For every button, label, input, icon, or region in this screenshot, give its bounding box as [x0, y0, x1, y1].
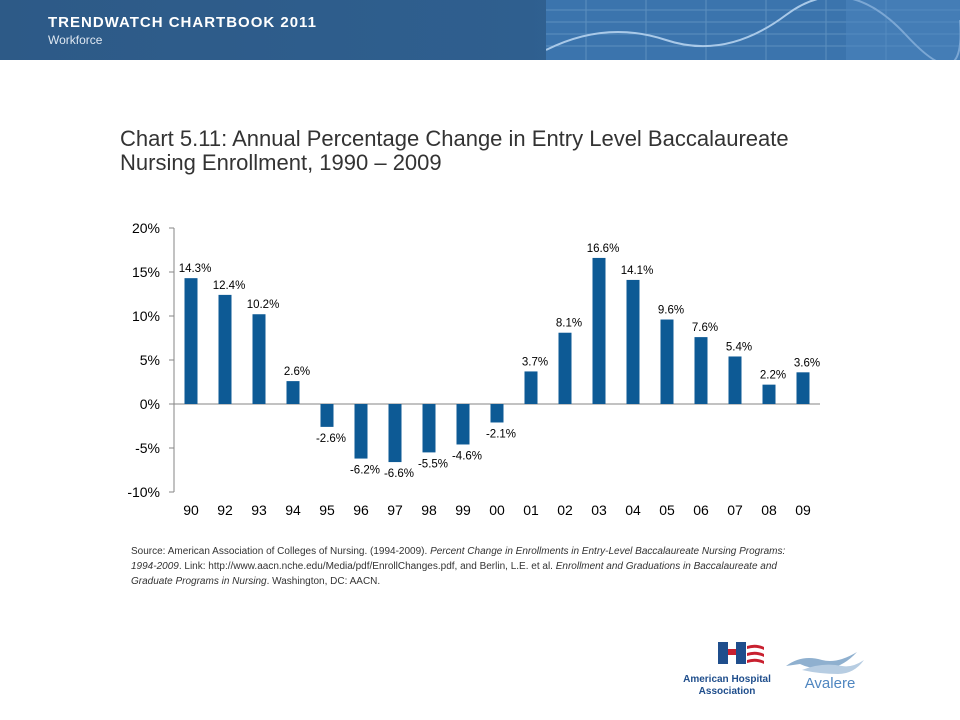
bar — [218, 294, 232, 404]
aha-logo: American Hospital Association — [683, 642, 771, 697]
x-tick-label: 96 — [353, 502, 369, 518]
x-tick-label: 99 — [455, 502, 471, 518]
data-label: 5.4% — [726, 341, 752, 353]
bar — [320, 404, 334, 427]
bar — [286, 381, 300, 404]
chart-title: Chart 5.11: Annual Percentage Change in … — [120, 127, 880, 175]
x-tick-label: 06 — [693, 502, 709, 518]
header-subtitle: Workforce — [48, 33, 103, 47]
data-label: 9.6% — [658, 305, 684, 317]
y-tick-label: -5% — [135, 440, 160, 456]
data-label: -6.2% — [350, 465, 380, 477]
x-tick-label: 07 — [727, 502, 743, 518]
source-middle: . Link: http://www.aacn.nche.edu/Media/p… — [178, 561, 556, 572]
header-banner: TRENDWATCH CHARTBOOK 2011 Workforce — [0, 0, 960, 60]
data-label: 16.6% — [587, 243, 620, 255]
data-label: -2.1% — [486, 428, 516, 440]
x-tick-label: 04 — [625, 502, 641, 518]
chart-title-line2: Nursing Enrollment, 1990 – 2009 — [120, 150, 442, 175]
source-prefix: Source: American Association of Colleges… — [131, 546, 431, 557]
x-tick-label: 02 — [557, 502, 573, 518]
y-tick-label: 5% — [140, 352, 160, 368]
x-tick-label: 97 — [387, 502, 403, 518]
y-tick-label: 20% — [132, 220, 160, 236]
bar — [252, 314, 266, 404]
avalere-logo-text: Avalere — [805, 675, 856, 692]
y-tick-label: 0% — [140, 396, 160, 412]
bar — [796, 372, 810, 404]
bar — [354, 404, 368, 459]
x-tick-label: 98 — [421, 502, 437, 518]
x-tick-label: 92 — [217, 502, 233, 518]
data-label: 14.1% — [621, 265, 654, 277]
data-label: 10.2% — [247, 299, 280, 311]
x-tick-label: 01 — [523, 502, 539, 518]
bar — [422, 404, 436, 453]
data-label: 14.3% — [179, 263, 212, 275]
bar — [388, 404, 402, 463]
source-title-1: Percent Change in Enrollments in Entry-L… — [131, 546, 786, 572]
data-label: 2.2% — [760, 370, 786, 382]
bar — [558, 332, 572, 404]
bar — [728, 356, 742, 404]
data-label: -4.6% — [452, 450, 482, 462]
source-title-2: Enrollment and Graduations in Baccalaure… — [131, 561, 777, 587]
data-label: 12.4% — [213, 280, 246, 292]
x-tick-label: 93 — [251, 502, 267, 518]
bar — [524, 371, 538, 404]
bar — [660, 319, 674, 404]
data-label: 3.6% — [794, 357, 820, 369]
data-label: 2.6% — [284, 366, 310, 378]
y-tick-label: -10% — [127, 484, 160, 500]
bar — [694, 337, 708, 404]
aha-logo-line2: Association — [699, 686, 756, 697]
x-tick-label: 08 — [761, 502, 777, 518]
aha-logo-line1: American Hospital — [683, 674, 771, 685]
x-tick-label: 00 — [489, 502, 505, 518]
x-tick-label: 05 — [659, 502, 675, 518]
x-tick-label: 95 — [319, 502, 335, 518]
x-tick-label: 90 — [183, 502, 199, 518]
data-label: 7.6% — [692, 322, 718, 334]
bar-chart: 20% 15% 10% 5% 0% -5% -10% 14.3% 90 12.4% 92 10.2% 9… — [127, 220, 820, 518]
y-tick-label: 10% — [132, 308, 160, 324]
data-label: 8.1% — [556, 318, 582, 330]
avalere-logo: Avalere — [786, 652, 864, 692]
bar — [762, 384, 776, 404]
data-label: -5.5% — [418, 458, 448, 470]
x-tick-label: 09 — [795, 502, 811, 518]
data-label: 3.7% — [522, 356, 548, 368]
x-tick-label: 03 — [591, 502, 607, 518]
bar — [592, 257, 606, 404]
x-tick-label: 94 — [285, 502, 301, 518]
header-title: TRENDWATCH CHARTBOOK 2011 — [48, 14, 317, 31]
bar — [490, 404, 504, 423]
data-label: -6.6% — [384, 468, 414, 480]
chart-title-line1: Chart 5.11: Annual Percentage Change in … — [120, 126, 789, 151]
source-suffix: . Washington, DC: AACN. — [266, 576, 381, 587]
bar — [456, 404, 470, 445]
source-note: Source: American Association of Colleges… — [131, 544, 791, 589]
bar — [626, 279, 640, 404]
y-tick-label: 15% — [132, 264, 160, 280]
bar — [184, 278, 198, 404]
header-decoration — [546, 0, 960, 60]
data-label: -2.6% — [316, 433, 346, 445]
